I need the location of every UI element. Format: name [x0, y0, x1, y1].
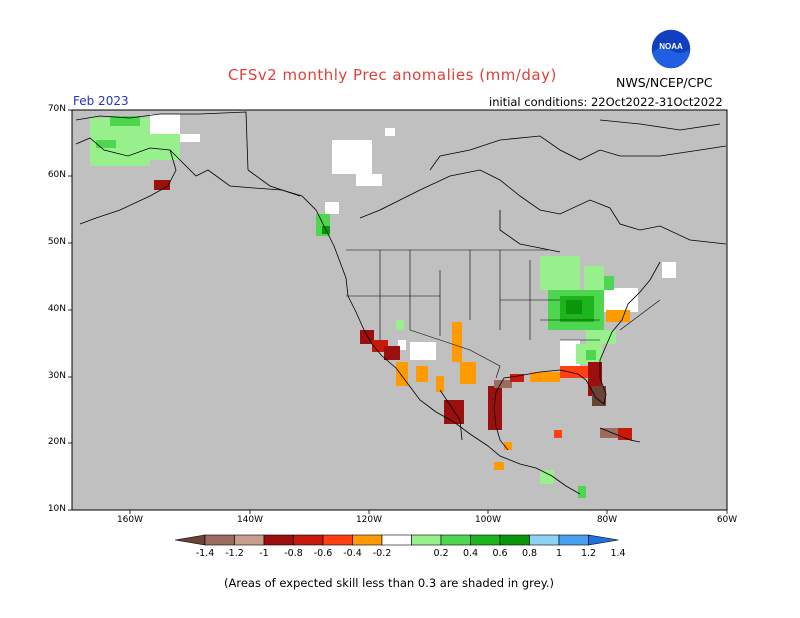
- colorbar-cells: [174, 534, 619, 546]
- colorbar-cell: [381, 534, 412, 546]
- colorbar-cell: [558, 534, 589, 546]
- neutral-areas: [150, 114, 676, 370]
- initial-conditions: initial conditions: 22Oct2022-31Oct2022: [489, 95, 723, 109]
- colorbar-tick-label: 0.6: [492, 548, 508, 559]
- lat-label-20n: 20N: [47, 437, 66, 447]
- colorbar-tick-label: -0.6: [313, 548, 333, 559]
- colorbar-tick-label: 1.2: [580, 548, 597, 559]
- colorbar-cell: [352, 534, 383, 546]
- colorbar-cell: [470, 534, 501, 546]
- colorbar-arrow-low: [174, 534, 206, 546]
- colorbar-tick-label: -1.4: [195, 548, 215, 559]
- colorbar-cell: [204, 534, 235, 546]
- lat-label-50n: 50N: [47, 237, 66, 247]
- colorbar-tick-label: 0.8: [521, 548, 538, 559]
- coastlines: [75, 111, 727, 495]
- colorbar-cell: [499, 534, 530, 546]
- colorbar-arrow-high: [588, 534, 619, 546]
- colorbar-cell: [322, 534, 353, 546]
- noaa-logo: NOAA: [650, 28, 692, 70]
- wet-anomalies: [90, 116, 616, 498]
- lon-label-60w: 60W: [716, 515, 738, 525]
- colorbar-tick-label: 0.2: [433, 548, 449, 559]
- colorbar-tick-label: -1: [259, 548, 269, 559]
- lon-label-100w: 100W: [474, 515, 502, 525]
- colorbar-tick-label: 0.4: [462, 548, 479, 559]
- forecast-month: Feb 2023: [73, 94, 129, 108]
- colorbar-cell: [234, 534, 265, 546]
- agency-label: NWS/NCEP/CPC: [616, 75, 713, 90]
- skill-footnote: (Areas of expected skill less than 0.3 a…: [224, 576, 554, 590]
- lat-label-60n: 60N: [47, 170, 66, 180]
- chart-title: CFSv2 monthly Prec anomalies (mm/day): [228, 66, 557, 84]
- colorbar-cell: [529, 534, 560, 546]
- lon-label-120w: 120W: [355, 515, 383, 525]
- colorbar-tick-label: -1.2: [225, 548, 244, 559]
- colorbar-tick-label: -0.2: [372, 548, 392, 559]
- colorbar-tick-label: 1.4: [610, 548, 626, 559]
- colorbar-cell: [411, 534, 442, 546]
- colorbar-cell: [293, 534, 324, 546]
- lon-label-80w: 80W: [596, 515, 618, 525]
- noaa-logo-text: NOAA: [659, 42, 683, 51]
- lat-label-70n: 70N: [47, 104, 66, 114]
- lat-label-10n: 10N: [47, 504, 66, 514]
- colorbar-tick-label: -0.8: [284, 548, 303, 559]
- colorbar-tick-label: 1: [555, 548, 563, 559]
- colorbar-cell: [263, 534, 294, 546]
- colorbar-tick-label: -0.4: [343, 548, 362, 559]
- lat-label-30n: 30N: [47, 371, 66, 381]
- lon-label-160w: 160W: [116, 515, 144, 525]
- axis-ticks: [68, 109, 728, 514]
- colorbar-cell: [440, 534, 471, 546]
- lat-label-40n: 40N: [47, 304, 66, 314]
- lon-label-140w: 140W: [236, 515, 264, 525]
- political-borders: [346, 249, 661, 379]
